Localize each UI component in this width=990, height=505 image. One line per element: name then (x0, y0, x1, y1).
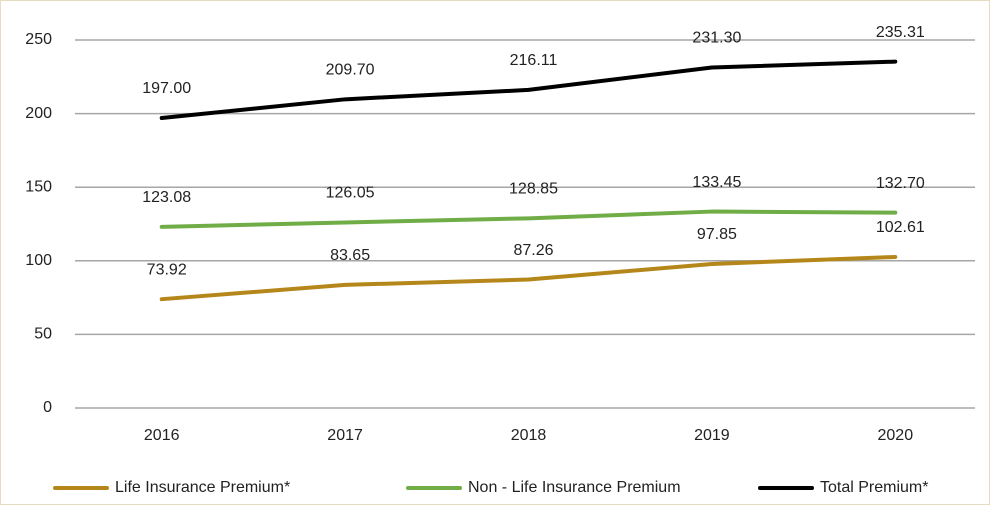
y-tick-label: 250 (25, 31, 52, 48)
y-tick-label: 150 (25, 178, 52, 195)
data-label: 197.00 (142, 80, 191, 97)
y-tick-label: 200 (25, 105, 52, 122)
data-label: 126.05 (326, 185, 375, 202)
data-label: 132.70 (876, 175, 925, 192)
data-label: 87.26 (513, 242, 553, 259)
x-tick-label: 2020 (878, 427, 914, 444)
series-line (159, 209, 898, 229)
x-tick-label: 2019 (694, 427, 730, 444)
data-label: 209.70 (326, 62, 375, 79)
data-label: 235.31 (876, 24, 925, 41)
y-tick-label: 50 (34, 326, 52, 343)
data-label: 123.08 (142, 189, 191, 206)
x-tick-label: 2017 (327, 427, 363, 444)
data-label: 102.61 (876, 219, 925, 236)
data-label: 73.92 (147, 261, 187, 278)
data-label: 97.85 (697, 226, 737, 243)
data-label: 133.45 (692, 174, 741, 191)
data-label: 216.11 (510, 52, 558, 69)
data-label: 83.65 (330, 247, 370, 264)
series-line (159, 254, 898, 302)
legend-label: Non - Life Insurance Premium (468, 479, 681, 496)
y-tick-label: 0 (43, 399, 52, 416)
legend-label: Life Insurance Premium* (115, 479, 290, 496)
data-label: 128.85 (509, 181, 558, 198)
legend-label: Total Premium* (820, 479, 928, 496)
data-label: 231.30 (692, 30, 741, 47)
x-tick-label: 2018 (511, 427, 547, 444)
y-tick-label: 100 (25, 252, 52, 269)
series-line (159, 59, 898, 121)
x-tick-label: 2016 (144, 427, 180, 444)
